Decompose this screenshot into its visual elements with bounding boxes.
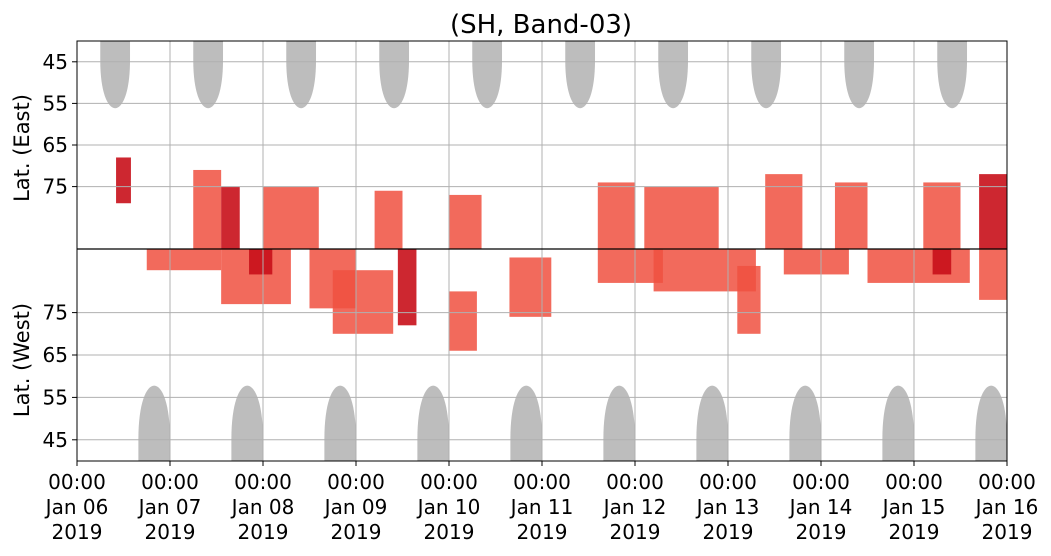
x-tick-label-4-line-1: Jan 10: [416, 495, 481, 519]
x-tick-label-8-line-2: 2019: [796, 520, 847, 544]
x-tick-label-6-line-2: 2019: [610, 520, 661, 544]
occurrence-region-3: [263, 186, 319, 249]
y-tick-label-west-0: 75: [43, 301, 68, 325]
x-tick-label-5-line-2: 2019: [517, 520, 568, 544]
x-tick-label-0-line-1: Jan 06: [44, 495, 109, 519]
y-tick-labels: 45 55 65 75 75 65 55 45: [43, 50, 77, 452]
y-axis-label-east: Lat. (East): [10, 94, 34, 202]
no-coverage-west-0: [138, 385, 170, 461]
x-tick-label-3-line-1: Jan 09: [323, 495, 388, 519]
no-coverage-east-5: [565, 41, 596, 108]
y-tick-label-east-3: 75: [43, 175, 68, 199]
no-coverage-west-9: [975, 385, 1007, 461]
occurrence-region-9: [834, 182, 868, 249]
no-coverage-east-4: [472, 41, 503, 108]
x-tick-label-9-line-1: Jan 15: [881, 495, 946, 519]
occurrence-region-10: [923, 182, 961, 249]
no-coverage-west-6: [696, 385, 728, 461]
no-coverage-west-7: [789, 385, 821, 461]
x-tick-label-3-line-0: 00:00: [327, 470, 385, 494]
x-tick-label-7-line-0: 00:00: [699, 470, 757, 494]
no-coverage-west-2: [324, 385, 356, 461]
x-tick-label-10-line-1: Jan 16: [974, 495, 1039, 519]
occurrence-region-24: [867, 249, 970, 283]
no-coverage-west-4: [510, 385, 542, 461]
x-tick-label-6-line-1: Jan 12: [602, 495, 667, 519]
occurrence-region-4: [374, 190, 403, 249]
x-tick-label-2-line-1: Jan 08: [230, 495, 295, 519]
x-tick-label-8-line-0: 00:00: [792, 470, 850, 494]
no-coverage-west-1: [231, 385, 263, 461]
x-tick-label-0-line-2: 2019: [52, 520, 103, 544]
occurrence-region-11: [979, 174, 1007, 249]
x-tick-label-2-line-2: 2019: [238, 520, 289, 544]
grid-layer: [77, 41, 1007, 461]
occurrence-region-19: [509, 257, 552, 317]
occurrence-region-1: [193, 169, 222, 249]
no-coverage-east-9: [937, 41, 968, 108]
y-tick-label-west-2: 55: [43, 385, 68, 409]
x-tick-label-10-line-0: 00:00: [978, 470, 1036, 494]
y-axis-label-west: Lat. (West): [10, 303, 34, 417]
no-coverage-west-5: [603, 385, 635, 461]
y-tick-label-west-1: 65: [43, 343, 68, 367]
x-tick-label-8-line-1: Jan 14: [788, 495, 853, 519]
occurrence-region-23: [783, 249, 849, 275]
x-tick-label-2-line-0: 00:00: [234, 470, 292, 494]
occurrence-region-16: [332, 270, 394, 334]
occurrence-region-0: [116, 157, 131, 204]
no-coverage-west-8: [882, 385, 914, 461]
x-tick-label-10-line-2: 2019: [982, 520, 1033, 544]
occurrence-region-8: [765, 174, 803, 249]
occurrence-region-6: [597, 182, 635, 249]
no-coverage-east-1: [193, 41, 224, 108]
x-tick-label-1-line-2: 2019: [145, 520, 196, 544]
no-coverage-east-0: [100, 41, 131, 108]
occurrence-region-12: [146, 249, 222, 271]
occurrence-region-25: [932, 249, 952, 275]
occurrence-region-26: [979, 249, 1007, 300]
x-tick-label-5-line-1: Jan 11: [509, 495, 574, 519]
x-tick-label-4-line-2: 2019: [424, 520, 475, 544]
chart-title: (SH, Band-03): [450, 10, 632, 40]
y-tick-label-east-1: 55: [43, 91, 68, 115]
occurrence-region-7: [644, 186, 719, 249]
occurrence-region-2: [221, 186, 240, 249]
x-tick-label-1-line-0: 00:00: [141, 470, 199, 494]
no-coverage-east-7: [751, 41, 782, 108]
x-tick-label-9-line-2: 2019: [889, 520, 940, 544]
no-coverage-layer: [100, 41, 1007, 461]
x-tick-label-4-line-0: 00:00: [420, 470, 478, 494]
x-tick-label-7-line-1: Jan 13: [695, 495, 760, 519]
occurrence-region-14: [249, 249, 273, 275]
x-tick-label-3-line-2: 2019: [331, 520, 382, 544]
no-coverage-west-3: [417, 385, 449, 461]
no-coverage-east-3: [379, 41, 410, 108]
occurrence-region-20: [597, 249, 663, 283]
x-tick-label-0-line-0: 00:00: [48, 470, 106, 494]
no-coverage-east-2: [286, 41, 317, 108]
x-tick-label-1-line-1: Jan 07: [137, 495, 202, 519]
occurrence-region-22: [737, 265, 761, 334]
x-tick-label-6-line-0: 00:00: [606, 470, 664, 494]
occurrence-layer: [116, 157, 1007, 351]
x-tick-label-5-line-0: 00:00: [513, 470, 571, 494]
y-tick-label-west-3: 45: [43, 428, 68, 452]
no-coverage-east-8: [844, 41, 875, 108]
x-tick-label-9-line-0: 00:00: [885, 470, 943, 494]
occurrence-region-17: [397, 249, 417, 326]
occurrence-region-5: [449, 194, 482, 249]
no-coverage-east-6: [658, 41, 689, 108]
y-tick-label-east-2: 65: [43, 133, 68, 157]
y-tick-label-east-0: 45: [43, 50, 68, 74]
x-tick-label-7-line-2: 2019: [703, 520, 754, 544]
occurrence-region-18: [449, 291, 477, 351]
